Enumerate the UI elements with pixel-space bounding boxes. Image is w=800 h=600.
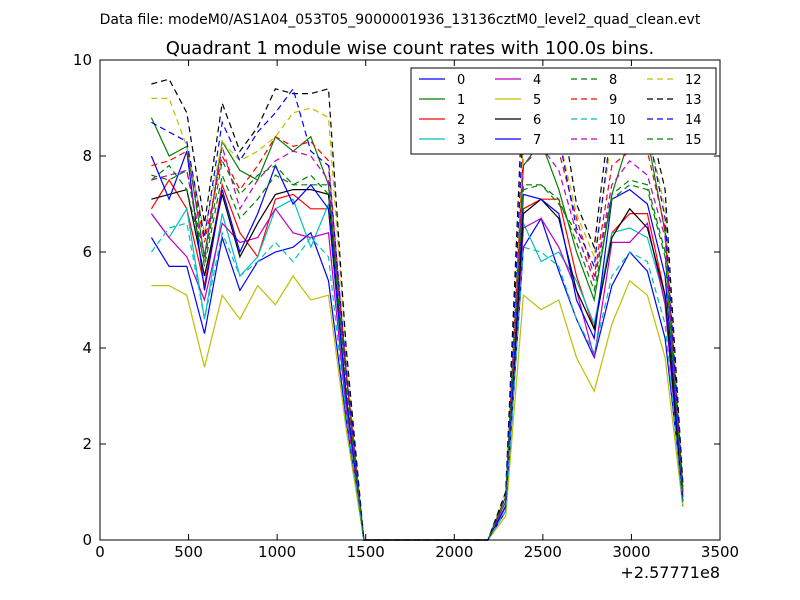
series-line-9 xyxy=(151,136,684,541)
legend-label-9: 9 xyxy=(609,93,617,108)
chart-title: Quadrant 1 module wise count rates with … xyxy=(166,38,655,59)
legend-label-15: 15 xyxy=(685,133,702,148)
legend-label-4: 4 xyxy=(533,73,541,88)
x-tick-label: 0 xyxy=(95,543,105,561)
x-tick-label: 1500 xyxy=(347,543,385,561)
series-line-4 xyxy=(150,207,684,541)
x-tick-label: 2000 xyxy=(435,543,473,561)
legend-label-1: 1 xyxy=(457,93,465,108)
x-tick-label: 3500 xyxy=(701,543,739,561)
y-tick-label: 8 xyxy=(82,147,92,165)
x-tick-label: 500 xyxy=(174,543,203,561)
legend-label-12: 12 xyxy=(685,73,702,88)
series-line-8 xyxy=(151,169,684,541)
y-tick-label: 10 xyxy=(73,51,92,69)
series-line-1 xyxy=(150,117,684,541)
legend-label-3: 3 xyxy=(457,133,465,148)
x-offset-label: +2.57771e8 xyxy=(620,563,720,582)
plot-frame xyxy=(99,59,721,541)
legend-label-0: 0 xyxy=(457,73,465,88)
data-file-caption: Data file: modeM0/AS1A04_053T05_90000019… xyxy=(100,12,701,28)
legend-label-7: 7 xyxy=(533,133,541,148)
legend-label-10: 10 xyxy=(609,113,626,128)
series-line-6 xyxy=(151,188,684,541)
x-tick-label: 2500 xyxy=(524,543,562,561)
legend-label-6: 6 xyxy=(533,113,541,128)
series-line-11 xyxy=(151,145,684,541)
y-tick-label: 0 xyxy=(82,531,92,549)
x-tick-label: 1000 xyxy=(258,543,296,561)
legend-box xyxy=(410,67,717,155)
legend-label-11: 11 xyxy=(609,133,626,148)
y-tick-label: 2 xyxy=(82,435,92,453)
legend-label-13: 13 xyxy=(685,93,702,108)
x-tick-label: 3000 xyxy=(612,543,650,561)
legend-label-2: 2 xyxy=(457,113,465,128)
series-line-15 xyxy=(151,158,684,541)
legend-label-5: 5 xyxy=(533,93,541,108)
legend-label-8: 8 xyxy=(609,73,617,88)
legend-label-14: 14 xyxy=(685,113,702,128)
y-tick-label: 6 xyxy=(82,243,92,261)
y-tick-label: 4 xyxy=(82,339,92,357)
